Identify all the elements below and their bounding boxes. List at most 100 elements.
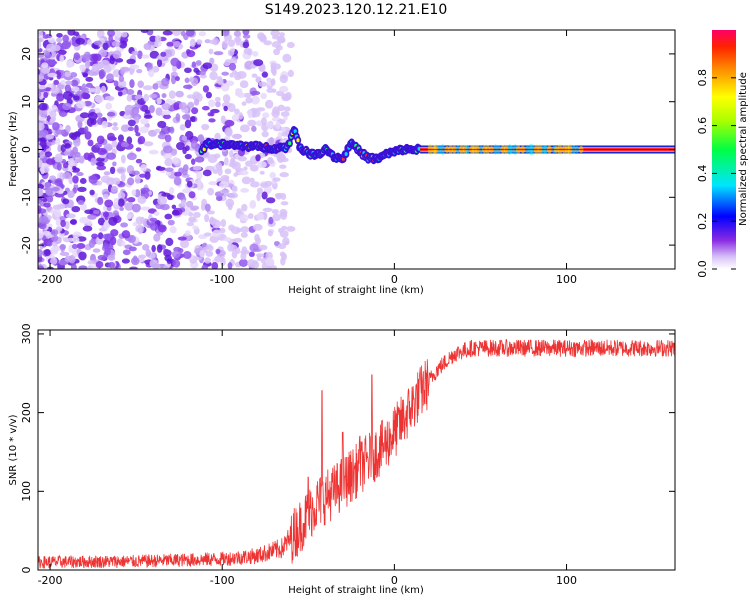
spectrogram-noise-point: [279, 85, 289, 93]
spectrogram-noise-point: [38, 53, 45, 58]
spectrogram-noise-point: [93, 210, 100, 215]
spectrogram-xtick-label: -200: [38, 273, 63, 286]
spectrogram-noise-point: [79, 177, 87, 185]
spectrogram-noise-point: [277, 155, 284, 164]
spectrogram-noise-point: [52, 44, 61, 52]
spectrogram-noise-point: [96, 165, 107, 171]
spectrogram-noise-point: [270, 78, 276, 86]
spectrogram-noise-point: [126, 58, 136, 65]
spectrogram-noise-point: [280, 201, 289, 206]
spectrogram-noise-point: [65, 80, 73, 86]
spectrogram-noise-point: [218, 78, 224, 86]
spectrogram-noise-point: [38, 205, 42, 214]
spectrogram-noise-point: [38, 199, 42, 205]
spectrogram-noise-point: [180, 239, 190, 249]
spectrogram-noise-point: [209, 57, 215, 65]
spectrogram-noise-point: [185, 200, 194, 208]
spectrogram-noise-point: [138, 173, 148, 178]
spectrogram-noise-point: [71, 205, 81, 213]
spectrogram-noise-point: [247, 258, 256, 268]
spectrogram-noise-point: [47, 37, 56, 44]
spectrogram-noise-point: [156, 244, 163, 253]
spectrogram-noise-point: [142, 85, 153, 91]
spectrogram-noise-point: [182, 188, 192, 194]
spectrogram-noise-point: [240, 252, 247, 261]
snr-xtick-label: 100: [556, 574, 577, 587]
spectrogram-noise-point: [191, 61, 197, 68]
spectrogram-noise-point: [164, 167, 174, 172]
spectrogram-noise-point: [83, 100, 92, 107]
spectrogram-noise-point: [95, 260, 104, 269]
spectrogram-noise-point: [226, 128, 233, 137]
spectrogram-noise-point: [118, 191, 126, 200]
spectrogram-noise-point: [60, 79, 66, 85]
spectrogram-noise-point: [47, 72, 58, 78]
spectrogram-noise-point: [44, 52, 52, 59]
spectrogram-noise-point: [153, 233, 161, 242]
spectrogram-noise-point: [171, 204, 177, 210]
spectrogram-noise-point: [259, 170, 265, 175]
spectrogram-noise-point: [182, 114, 191, 120]
spectrogram-noise-point: [134, 175, 141, 185]
spectrogram-noise-point: [240, 232, 248, 238]
spectrogram-ridge-core: [417, 146, 421, 151]
spectrogram-noise-point: [135, 158, 143, 164]
spectrogram-noise-point: [181, 135, 188, 141]
spectrogram-noise-point: [55, 217, 61, 227]
spectrogram-noise-point: [137, 135, 146, 145]
spectrogram-noise-point: [94, 94, 104, 104]
spectrogram-noise-point: [242, 30, 250, 36]
snr-ylabel: SNR (10 * v/v): [8, 414, 19, 485]
spectrogram-noise-point: [178, 102, 187, 110]
spectrogram-noise-point: [255, 107, 266, 112]
spectrogram-noise-point: [184, 153, 192, 160]
spectrogram-noise-point: [173, 176, 182, 186]
spectrogram-noise-point: [62, 198, 70, 205]
spectrogram-noise-point: [168, 186, 175, 195]
spectrogram-noise-point: [51, 104, 58, 110]
spectrogram-noise-point: [242, 92, 253, 98]
spectrogram-noise-point: [229, 72, 235, 78]
spectrogram-noise-point: [41, 62, 49, 69]
spectrogram-noise-point: [56, 37, 63, 43]
spectrogram-noise-point: [100, 59, 110, 69]
spectrogram-noise-point: [56, 93, 65, 102]
spectrogram-noise-point: [234, 36, 242, 43]
spectrogram-noise-point: [116, 32, 122, 39]
spectrogram-noise-point: [269, 136, 274, 146]
spectrogram-noise-point: [38, 116, 47, 121]
spectrogram-noise-point: [149, 50, 160, 59]
spectrogram-noise-point: [189, 38, 196, 48]
spectrogram-noise-point: [112, 122, 118, 127]
spectrogram-noise-point: [164, 134, 172, 143]
spectrogram-noise-point: [221, 30, 230, 37]
spectrogram-noise-point: [255, 77, 261, 83]
spectrogram-noise-point: [84, 59, 91, 69]
spectrogram-noise-point: [38, 40, 42, 50]
spectrogram-noise-point: [273, 48, 281, 56]
spectrogram-noise-point: [38, 215, 49, 224]
spectrogram-noise-point: [44, 249, 51, 257]
spectrogram-noise-point: [199, 70, 207, 76]
spectrogram-noise-point: [277, 131, 283, 139]
spectrogram-ytick-label: 10: [20, 95, 33, 109]
spectrogram-noise-point: [260, 182, 269, 189]
spectrogram-noise-point: [49, 209, 55, 214]
spectrogram-noise-point: [270, 66, 277, 75]
spectrogram-noise-point: [175, 76, 180, 82]
spectrogram-noise-point: [236, 208, 242, 214]
spectrogram-noise-point: [202, 85, 210, 93]
spectrogram-noise-point: [190, 205, 200, 211]
spectrogram-noise-point: [252, 50, 259, 57]
spectrogram-noise-point: [104, 246, 111, 256]
spectrogram-noise-point: [38, 37, 44, 43]
spectrogram-noise-point: [131, 106, 140, 115]
spectrogram-noise-point: [172, 259, 181, 268]
spectrogram-noise-point: [233, 72, 242, 81]
spectrogram-noise-point: [53, 79, 60, 86]
spectrogram-noise-point: [43, 202, 51, 208]
spectrogram-noise-point: [44, 87, 52, 92]
spectrogram-noise-point: [129, 266, 138, 269]
spectrogram-noise-point: [38, 187, 44, 197]
spectrogram-noise-point: [101, 120, 109, 129]
